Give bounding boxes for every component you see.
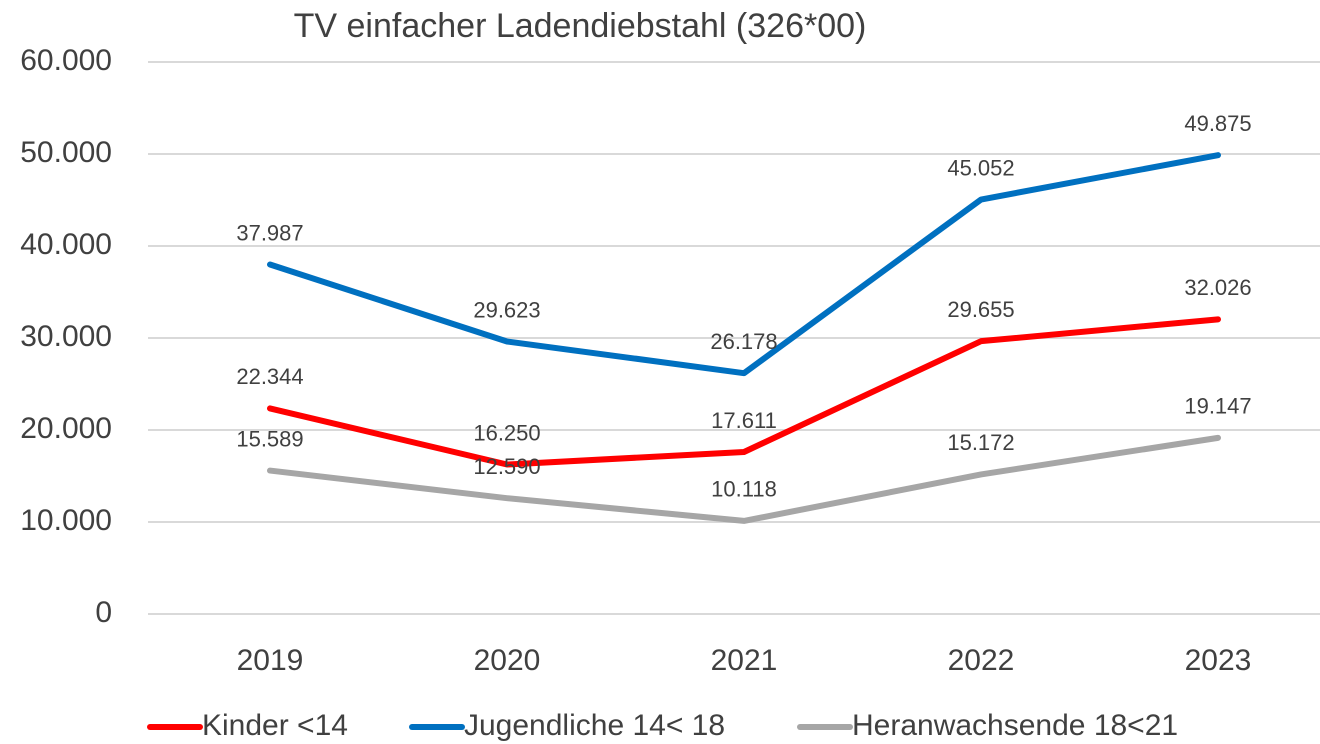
series-line (267, 434, 1221, 524)
x-tick-label: 2019 (237, 644, 304, 677)
data-label: 45.052 (947, 155, 1014, 180)
y-tick-label: 20.000 (20, 412, 112, 445)
legend-label: Kinder <14 (202, 709, 348, 742)
data-label: 29.623 (473, 297, 540, 322)
y-tick-label: 0 (95, 596, 112, 629)
chart-title: TV einfacher Ladendiebstahl (326*00) (294, 7, 867, 45)
series-line (267, 316, 1221, 468)
data-label: 12.590 (473, 454, 540, 479)
data-label: 26.178 (710, 329, 777, 354)
data-label: 37.987 (236, 220, 303, 245)
data-label: 15.172 (947, 430, 1014, 455)
y-tick-label: 40.000 (20, 228, 112, 261)
series-line (267, 152, 1221, 377)
y-tick-label: 30.000 (20, 320, 112, 353)
data-label: 16.250 (473, 420, 540, 445)
data-label: 10.118 (711, 477, 777, 502)
data-label: 17.611 (711, 408, 777, 433)
x-tick-label: 2023 (1185, 644, 1252, 677)
data-label: 29.655 (947, 297, 1014, 322)
data-label: 22.344 (236, 364, 303, 389)
y-tick-label: 10.000 (20, 504, 112, 537)
data-label: 32.026 (1184, 275, 1251, 300)
y-tick-label: 50.000 (20, 136, 112, 169)
data-label: 49.875 (1184, 111, 1251, 136)
x-tick-label: 2021 (711, 644, 778, 677)
legend-label: Jugendliche 14< 18 (464, 709, 725, 742)
y-tick-label: 60.000 (20, 44, 112, 77)
data-label: 15.589 (236, 426, 303, 451)
legend-label: Heranwachsende 18<21 (852, 709, 1178, 742)
x-tick-label: 2020 (474, 644, 541, 677)
data-label: 19.147 (1184, 394, 1251, 419)
x-tick-label: 2022 (948, 644, 1015, 677)
